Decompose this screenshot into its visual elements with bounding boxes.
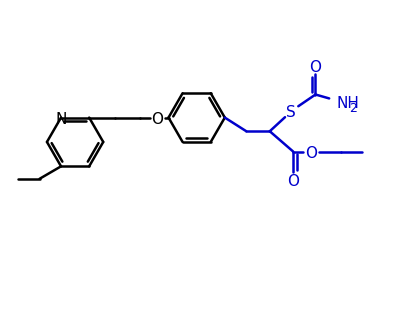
Text: NH: NH bbox=[336, 96, 359, 110]
Text: O: O bbox=[151, 111, 163, 127]
Text: O: O bbox=[310, 60, 322, 75]
Text: O: O bbox=[287, 174, 299, 189]
Text: O: O bbox=[305, 146, 317, 161]
Text: 2: 2 bbox=[349, 102, 357, 115]
Text: N: N bbox=[55, 111, 67, 127]
Text: S: S bbox=[286, 105, 296, 120]
